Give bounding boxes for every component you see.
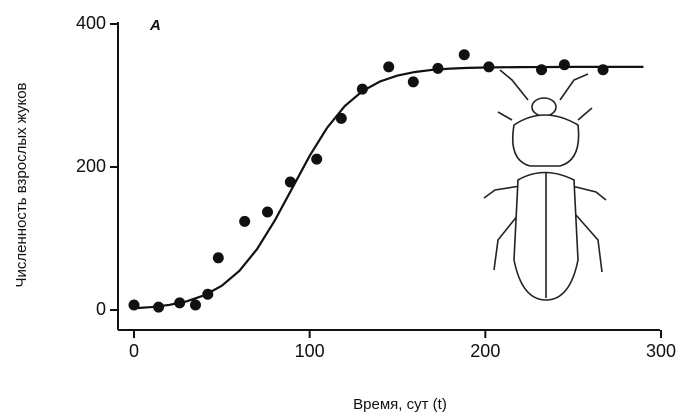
y-axis-label: Численность взрослых жуков xyxy=(13,82,30,287)
data-point xyxy=(202,288,214,300)
data-point xyxy=(383,61,395,73)
x-tick-label: 0 xyxy=(129,341,139,361)
data-point xyxy=(153,301,165,313)
x-tick-label: 300 xyxy=(646,341,676,361)
data-point xyxy=(483,61,495,73)
data-point xyxy=(458,49,470,61)
data-point xyxy=(335,112,347,124)
data-point xyxy=(407,76,419,88)
data-point xyxy=(558,59,570,71)
beetle-illustration xyxy=(483,69,607,301)
x-axis-label: Время, сут (t) xyxy=(353,396,447,413)
fit-curve xyxy=(133,65,644,310)
data-point xyxy=(128,299,140,311)
y-tick-label: 200 xyxy=(76,156,106,176)
data-point xyxy=(311,153,323,165)
x-tick-label: 200 xyxy=(470,341,500,361)
y-tick-label: 0 xyxy=(96,299,106,319)
y-tick-label: 400 xyxy=(76,13,106,33)
data-point xyxy=(174,297,186,309)
data-point xyxy=(432,62,444,74)
data-point xyxy=(189,299,201,311)
data-point xyxy=(239,215,251,227)
x-tick-label: 100 xyxy=(295,341,325,361)
data-point xyxy=(262,206,274,218)
data-point xyxy=(212,252,224,264)
data-point xyxy=(284,176,296,188)
data-point xyxy=(597,64,609,76)
data-point xyxy=(536,64,548,76)
annotation: А xyxy=(149,17,161,34)
data-point xyxy=(356,83,368,95)
